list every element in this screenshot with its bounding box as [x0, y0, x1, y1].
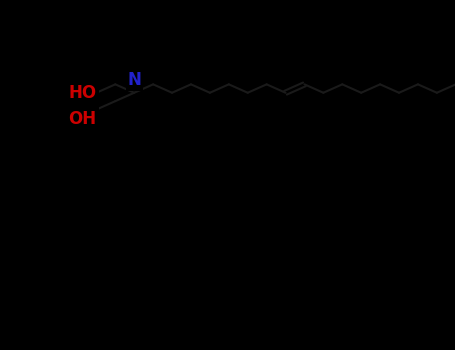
Text: HO: HO — [68, 84, 96, 102]
Text: OH: OH — [68, 110, 96, 127]
Text: N: N — [127, 71, 141, 89]
